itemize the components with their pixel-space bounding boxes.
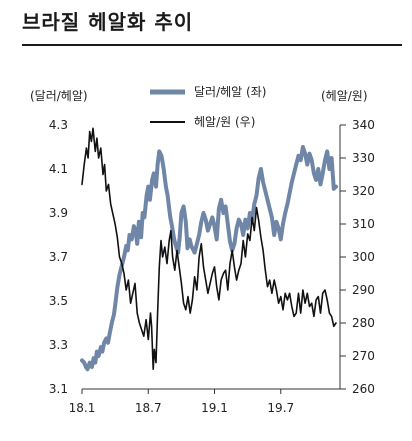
chart-title: 브라질 헤알화 추이 xyxy=(22,10,194,34)
y-right-tick-label: 330 xyxy=(352,151,375,165)
y-right-tick-label: 310 xyxy=(352,217,375,231)
y-right-tick-label: 270 xyxy=(352,349,375,363)
y-left-label: (달러/헤알) xyxy=(30,89,88,103)
x-tick-label: 19.1 xyxy=(201,401,228,415)
y-right-tick-label: 280 xyxy=(352,316,375,330)
y-left-tick-label: 4.3 xyxy=(49,118,68,132)
x-ticks: 18.1 18.7 19.1 19.7 xyxy=(69,389,294,415)
y-right-label: (헤알/원) xyxy=(321,89,368,103)
series-line-dollar-real xyxy=(80,145,338,372)
y-left-tick-label: 3.9 xyxy=(49,206,68,220)
x-tick-label: 18.1 xyxy=(69,401,96,415)
y-left-tick-label: 3.3 xyxy=(49,338,68,352)
legend-label-left-series: 달러/헤알 (좌) xyxy=(194,85,266,99)
legend-label-right-series: 헤알/원 (우) xyxy=(194,115,255,129)
y-right-tick-label: 340 xyxy=(352,118,375,132)
y-right-tick-label: 260 xyxy=(352,382,375,396)
x-tick-label: 19.7 xyxy=(267,401,294,415)
y-left-tick-label: 3.1 xyxy=(49,382,68,396)
legend: 달러/헤알 (좌) 헤알/원 (우) xyxy=(150,85,266,129)
y-right-ticks: 340 330 320 310 300 290 280 270 260 xyxy=(340,118,375,396)
x-tick-label: 18.7 xyxy=(135,401,162,415)
y-right-tick-label: 290 xyxy=(352,283,375,297)
plot-area xyxy=(80,127,338,372)
y-left-ticks: 4.3 4.1 3.9 3.7 3.5 3.3 3.1 xyxy=(49,118,68,396)
y-left-tick-label: 3.5 xyxy=(49,294,68,308)
y-right-tick-label: 300 xyxy=(352,250,375,264)
y-left-tick-label: 3.7 xyxy=(49,250,68,264)
y-right-tick-label: 320 xyxy=(352,184,375,198)
y-left-tick-label: 4.1 xyxy=(49,162,68,176)
series-line-real-won xyxy=(81,127,337,371)
title-rule xyxy=(22,44,402,46)
